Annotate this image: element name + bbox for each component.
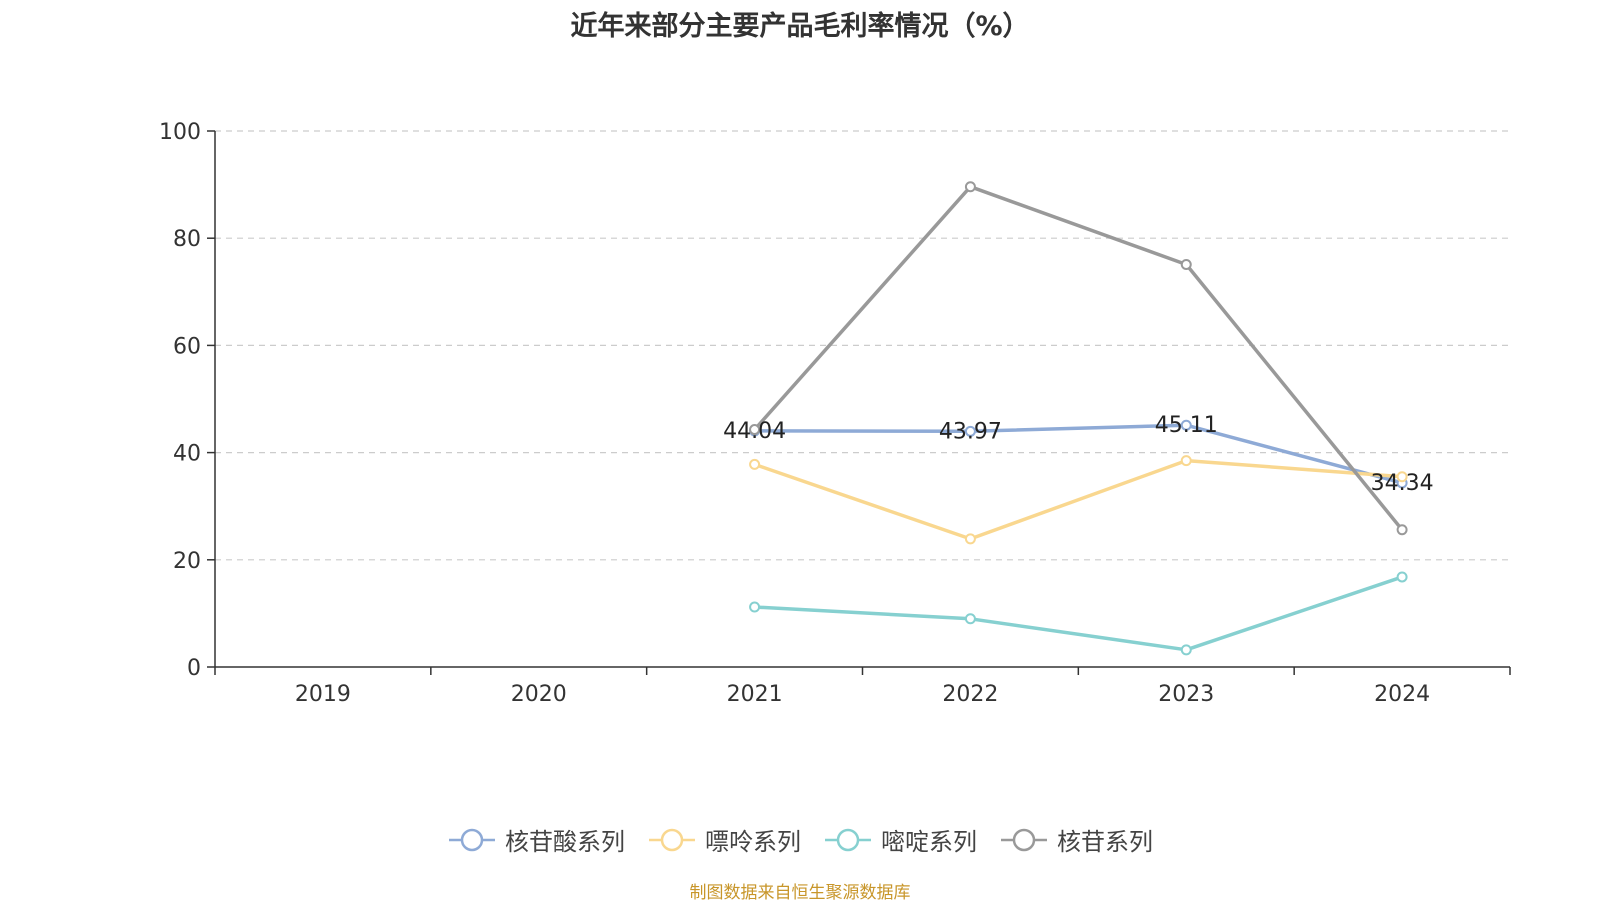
data-point bbox=[1180, 455, 1192, 467]
data-label: 34.34 bbox=[1371, 471, 1434, 496]
data-point bbox=[964, 181, 976, 193]
gridlines bbox=[215, 130, 1510, 561]
x-tick-label: 2022 bbox=[942, 682, 998, 707]
x-tick-label: 2020 bbox=[511, 682, 567, 707]
legend-marker-icon bbox=[1001, 828, 1047, 851]
data-point bbox=[964, 613, 976, 625]
data-point bbox=[964, 425, 976, 437]
source-note: 制图数据来自恒生聚源数据库 bbox=[689, 883, 911, 903]
series-line-0 bbox=[754, 423, 1403, 485]
y-tick-label: 100 bbox=[159, 120, 201, 145]
legend-label: 核苷酸系列 bbox=[505, 828, 625, 856]
legend-marker-icon bbox=[449, 828, 495, 851]
x-tick-label: 2021 bbox=[727, 682, 783, 707]
x-tick-label: 2019 bbox=[295, 682, 351, 707]
y-tick-label: 40 bbox=[173, 442, 201, 467]
y-tick-label: 0 bbox=[187, 656, 201, 681]
series-lines bbox=[749, 181, 1408, 656]
data-point bbox=[1396, 524, 1408, 536]
data-label: 45.11 bbox=[1155, 413, 1218, 438]
x-tick-label: 2023 bbox=[1158, 682, 1214, 707]
data-point bbox=[964, 533, 976, 545]
data-point bbox=[1180, 258, 1192, 270]
legend-marker-icon bbox=[825, 828, 871, 851]
y-tick-label: 80 bbox=[173, 227, 201, 252]
series-line-1 bbox=[754, 458, 1403, 541]
data-point bbox=[1180, 644, 1192, 656]
data-point bbox=[1180, 419, 1192, 431]
data-label: 43.97 bbox=[939, 419, 1002, 444]
series-line-2 bbox=[754, 575, 1403, 652]
data-labels: 44.04 43.97 45.11 34.34 bbox=[723, 413, 1433, 496]
chart-title: 近年来部分主要产品毛利率情况（%） bbox=[570, 11, 1030, 42]
legend-label: 嘧啶系列 bbox=[881, 828, 977, 856]
data-point bbox=[749, 458, 761, 470]
data-point bbox=[749, 424, 761, 436]
data-point bbox=[1396, 571, 1408, 583]
y-tick-label: 60 bbox=[173, 334, 201, 359]
legend-label: 嘌呤系列 bbox=[705, 828, 801, 856]
legend-marker-icon bbox=[649, 828, 695, 851]
data-point bbox=[1396, 471, 1408, 483]
series-line-3 bbox=[753, 184, 1404, 531]
x-tick-label: 2024 bbox=[1374, 682, 1430, 707]
legend-label: 核苷系列 bbox=[1057, 828, 1153, 856]
legend: 核苷酸系列 嘌呤系列 嘧啶系列 核苷系列 bbox=[0, 822, 1600, 857]
legend-item[interactable]: 核苷系列 bbox=[999, 822, 1153, 857]
legend-item[interactable]: 嘧啶系列 bbox=[823, 822, 977, 857]
y-tick-label: 20 bbox=[173, 549, 201, 574]
data-label: 44.04 bbox=[723, 419, 786, 444]
data-point bbox=[749, 601, 761, 613]
axes: 0 20 40 60 80 100 2019 2020 2021 2022 2023 2024 bbox=[159, 120, 1511, 707]
legend-item[interactable]: 核苷酸系列 bbox=[447, 822, 625, 857]
legend-item[interactable]: 嘌呤系列 bbox=[647, 822, 801, 857]
